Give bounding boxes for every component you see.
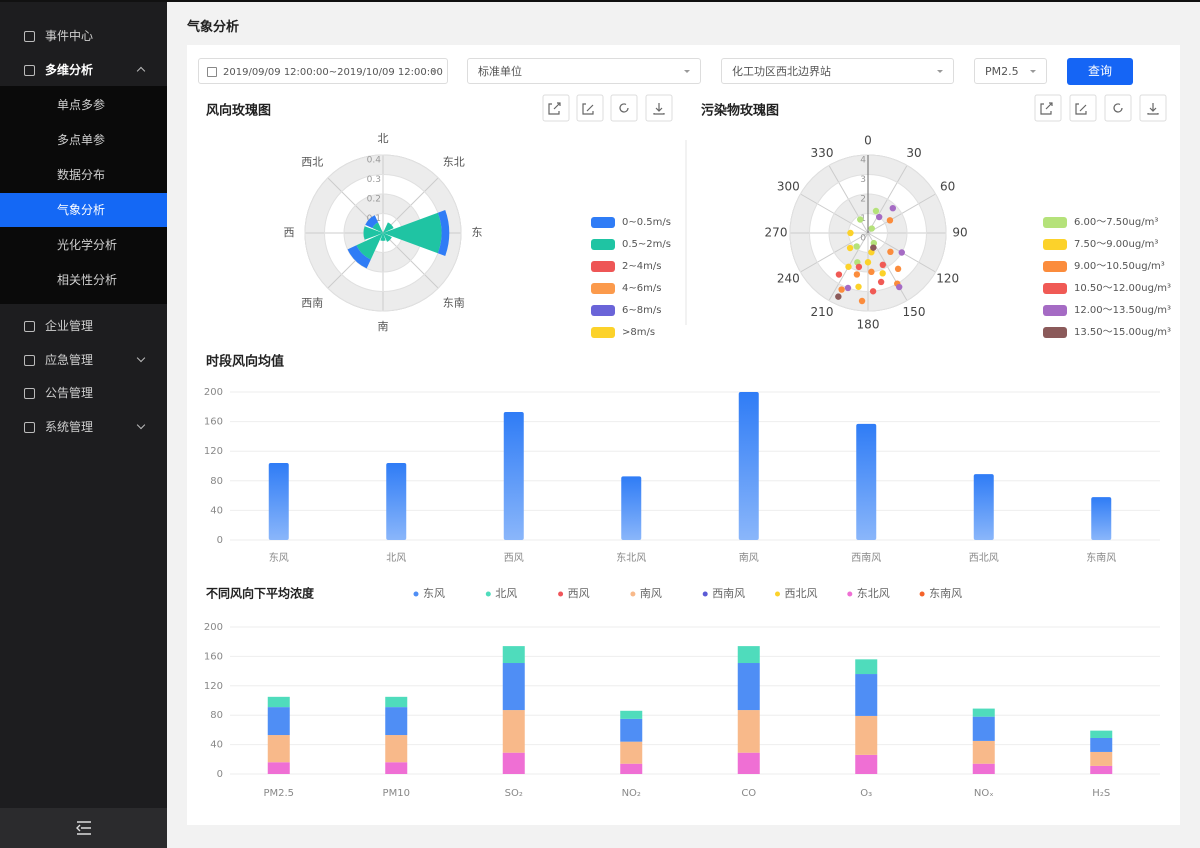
date-range-picker[interactable]: 2019/09/09 12:00:00~2019/10/09 12:00:00 [198,58,448,84]
pollutant-text: PM2.5 [985,65,1019,78]
page-title: 气象分析 [187,20,240,35]
date-range-text: 2019/09/09 12:00:00~2019/10/09 12:00:00 [223,67,443,78]
menu-label: 事件中心 [45,29,94,43]
submenu-label: 单点多参 [57,98,106,112]
submenu-item[interactable]: 光化学分析 [0,228,167,262]
submenu-item[interactable]: 相关性分析 [0,263,167,297]
menu-item[interactable]: 系统管理 [0,410,167,444]
top-bar [0,0,1200,2]
menu-item[interactable]: 事件中心 [0,19,167,53]
menu-label: 应急管理 [45,353,94,367]
menu-item[interactable]: 企业管理 [0,309,167,343]
collapse-icon [76,821,91,835]
unit-select[interactable]: 标准单位 [467,58,701,84]
menu-item[interactable]: 公告管理 [0,376,167,410]
submenu-item[interactable]: 气象分析 [0,193,167,227]
submenu-item[interactable]: 数据分布 [0,158,167,192]
unit-text: 标准单位 [478,65,522,78]
sidebar: 事件中心 多维分析 单点多参 多点单参 数据分布 气象分析 光化学分析 相关性分… [0,2,167,848]
submenu-label: 光化学分析 [57,238,118,252]
menu-item[interactable]: 多维分析 [0,53,167,87]
menu-label: 企业管理 [45,319,94,333]
menu-item[interactable]: 应急管理 [0,343,167,377]
menu-label: 系统管理 [45,420,94,434]
submenu-label: 多点单参 [57,133,106,147]
menu-label: 多维分析 [45,63,94,77]
collapse-bar[interactable] [0,808,167,848]
pollutant-select[interactable]: PM2.5 [974,58,1047,84]
submenu-label: 数据分布 [57,168,106,182]
submenu-label: 气象分析 [57,203,106,217]
station-text: 化工功区西北边界站 [732,65,831,78]
card [187,45,1180,825]
submenu-item[interactable]: 多点单参 [0,123,167,157]
query-button[interactable]: 查询 [1067,58,1133,85]
menu-label: 公告管理 [45,386,94,400]
submenu-label: 相关性分析 [57,273,118,287]
submenu-item[interactable]: 单点多参 [0,88,167,122]
station-select[interactable]: 化工功区西北边界站 [721,58,954,84]
submenu: 单点多参 多点单参 数据分布 气象分析 光化学分析 相关性分析 [0,86,167,304]
